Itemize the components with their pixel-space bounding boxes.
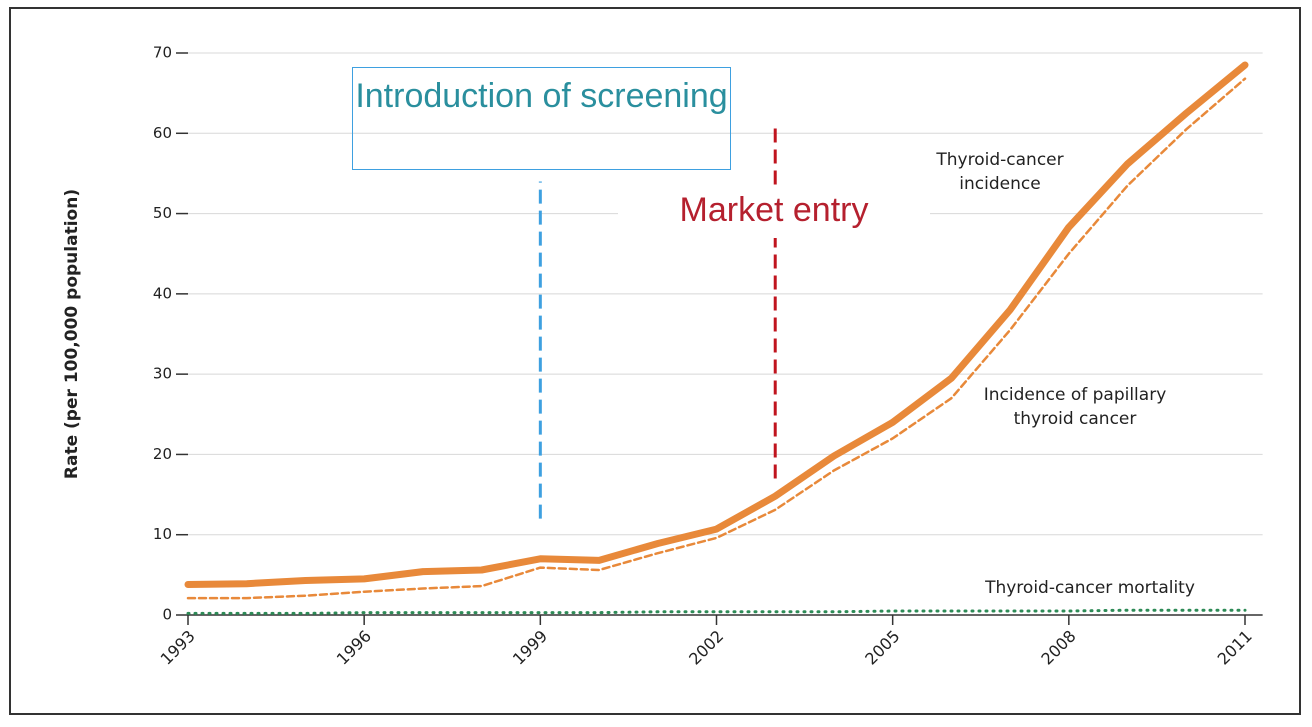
y-tick-label: 70 xyxy=(153,44,172,62)
y-tick-label: 20 xyxy=(153,445,172,463)
series-label: Thyroid-cancer incidence xyxy=(936,150,1064,194)
y-tick-label: 60 xyxy=(153,124,172,142)
y-tick-label: 30 xyxy=(153,365,172,383)
y-tick-label: 0 xyxy=(162,606,172,624)
annotation-text: Market entry xyxy=(618,186,930,238)
series-label: Thyroid-cancer mortality xyxy=(985,578,1195,598)
annotation-text: Introduction of screening xyxy=(352,67,731,170)
series-line xyxy=(184,61,1249,588)
frame xyxy=(9,7,1301,715)
y-axis-label: Rate (per 100,000 population) xyxy=(62,189,82,479)
series-line xyxy=(186,608,1247,615)
y-tick-label: 50 xyxy=(153,204,172,222)
y-tick-label: 40 xyxy=(153,284,172,302)
y-tick-label: 10 xyxy=(153,525,172,543)
series-line xyxy=(186,77,1247,600)
series-label: Incidence of papillary thyroid cancer xyxy=(983,385,1167,429)
